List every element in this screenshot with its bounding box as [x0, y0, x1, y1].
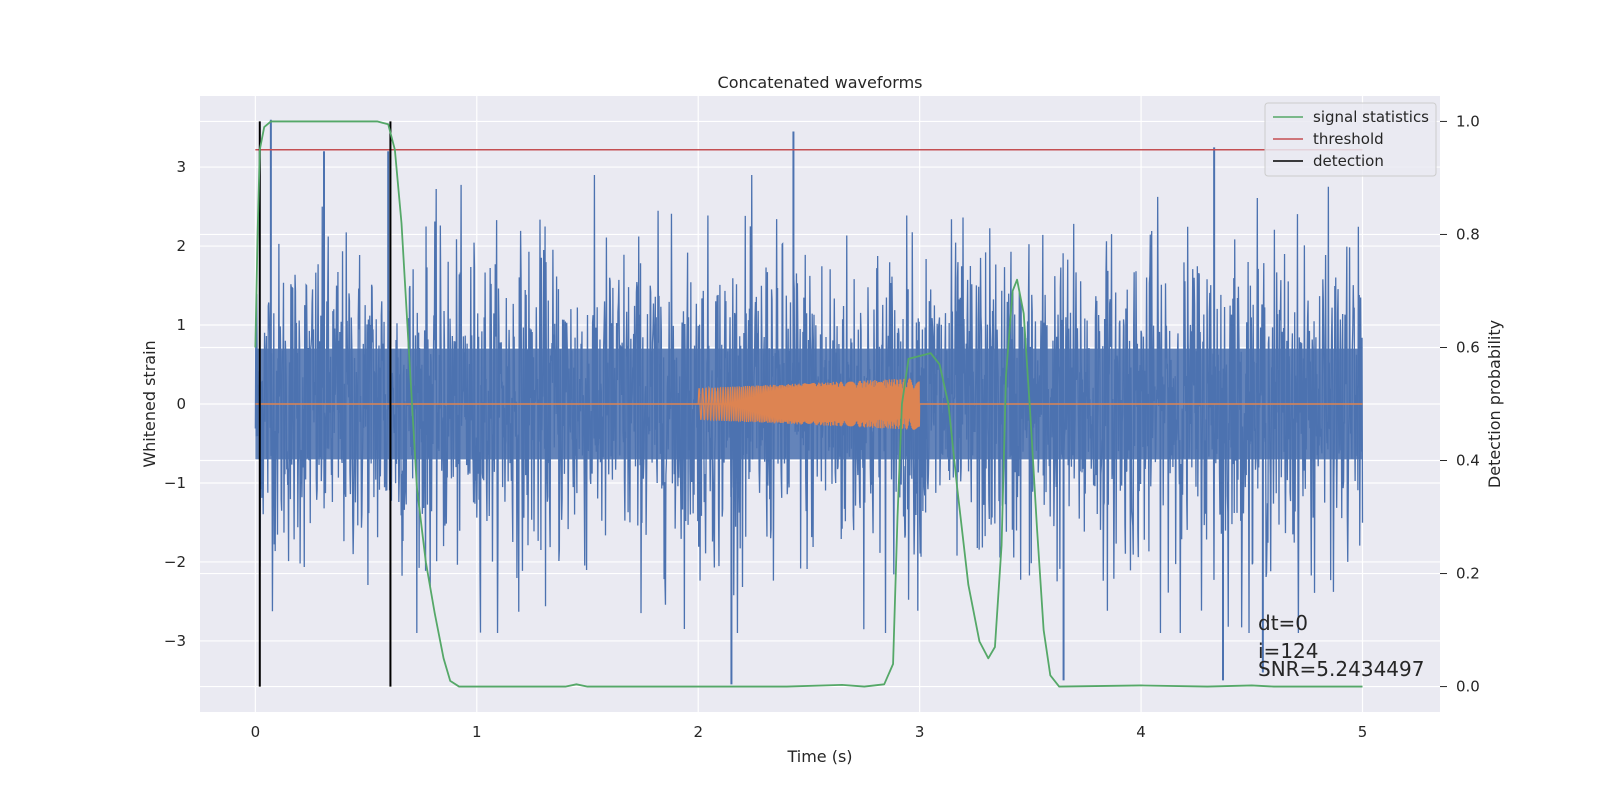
annotation-snr: SNR=5.2434497	[1258, 657, 1424, 681]
legend-label-signal-statistics: signal statistics	[1313, 108, 1429, 126]
x-tick-label: 3	[915, 723, 925, 741]
y-tick-label: −3	[164, 632, 186, 650]
legend: signal statistics threshold detection	[1264, 102, 1437, 177]
y-tick-label: −1	[164, 474, 186, 492]
x-axis-label: Time (s)	[786, 747, 852, 766]
x-tick-label: 2	[693, 723, 703, 741]
signal-statistics-series	[254, 120, 1363, 688]
detection-series	[258, 121, 392, 687]
x-tick-label: 0	[251, 723, 261, 741]
y2-tick-label: 0.2	[1456, 565, 1480, 583]
chirp-series	[255, 378, 1363, 430]
plot-area	[254, 119, 1364, 688]
y-tick-label: 2	[176, 237, 186, 255]
y-axis-right: 0.0 0.2 0.4 0.6 0.8 1.0	[1440, 112, 1480, 696]
y2-tick-label: 1.0	[1456, 112, 1480, 130]
chart-title: Concatenated waveforms	[718, 73, 923, 92]
x-tick-label: 1	[472, 723, 482, 741]
y2-tick-label: 0.4	[1456, 452, 1480, 470]
y2-tick-label: 0.8	[1456, 225, 1480, 243]
x-axis: 0 1 2 3 4 5	[251, 723, 1368, 741]
x-tick-label: 5	[1358, 723, 1368, 741]
annotation-dt: dt=0	[1258, 611, 1308, 635]
legend-label-threshold: threshold	[1313, 130, 1384, 148]
signal-statistics-line	[254, 120, 1363, 688]
y2-tick-label: 0.6	[1456, 338, 1480, 356]
y-tick-label: 3	[176, 158, 186, 176]
annotation-index: i=124	[1258, 639, 1319, 663]
legend-box	[1264, 102, 1437, 177]
chirp-waveform	[697, 378, 921, 430]
x-tick-label: 4	[1136, 723, 1146, 741]
y2-tick-label: 0.0	[1456, 678, 1480, 696]
y-tick-label: −2	[164, 553, 186, 571]
y-axis-left: −3 −2 −1 0 1 2 3	[164, 158, 186, 650]
y-axis-label: Whitened strain	[140, 340, 159, 467]
y2-axis-label: Detection probability	[1485, 320, 1504, 488]
y-tick-label: 1	[176, 316, 186, 334]
legend-label-detection: detection	[1313, 152, 1384, 170]
y-tick-label: 0	[176, 395, 186, 413]
